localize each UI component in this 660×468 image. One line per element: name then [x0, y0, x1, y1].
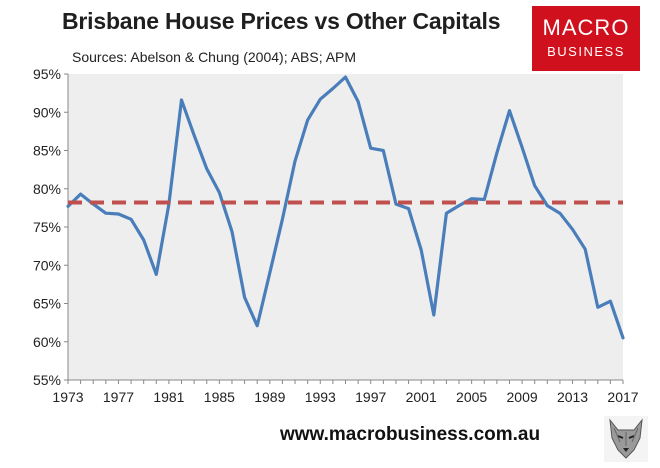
y-tick-label: 90% [33, 104, 61, 120]
wolf-logo-icon [604, 416, 648, 462]
y-tick-label: 75% [33, 219, 61, 235]
chart-subtitle: Sources: Abelson & Chung (2004); ABS; AP… [72, 49, 357, 65]
macrobusiness-logo: MACRO BUSINESS [532, 6, 640, 71]
y-tick-label: 70% [33, 257, 61, 273]
y-tick-label: 65% [33, 296, 61, 312]
x-tick-label: 2017 [607, 389, 638, 405]
logo-line-macro: MACRO [542, 15, 630, 40]
y-tick-label: 95% [33, 66, 61, 82]
x-tick-label: 1997 [355, 389, 386, 405]
plot-area [68, 74, 623, 380]
x-tick-label: 1977 [103, 389, 134, 405]
footer-url: www.macrobusiness.com.au [280, 424, 541, 445]
x-tick-label: 1973 [52, 389, 83, 405]
y-tick-label: 60% [33, 334, 61, 350]
x-tick-label: 2005 [456, 389, 487, 405]
chart-title: Brisbane House Prices vs Other Capitals [62, 8, 501, 34]
series-group [66, 75, 625, 340]
x-tick-label: 2001 [406, 389, 437, 405]
x-tick-label: 1993 [305, 389, 336, 405]
x-tick-label: 2009 [507, 389, 538, 405]
price-ratio-line [66, 75, 625, 340]
logo-line-business: BUSINESS [547, 44, 625, 59]
x-tick-label: 1989 [254, 389, 285, 405]
tick-labels: 55% 60% 65% 70% 75% 80% 85% 90% 95% 1973 1977 1981 1… [33, 66, 639, 405]
y-tick-label: 85% [33, 143, 61, 159]
x-tick-label: 2013 [557, 389, 588, 405]
x-tick-label: 1981 [153, 389, 184, 405]
x-tick-label: 1985 [204, 389, 235, 405]
axes [64, 73, 624, 384]
y-tick-label: 80% [33, 181, 61, 197]
y-tick-label: 55% [33, 372, 61, 388]
